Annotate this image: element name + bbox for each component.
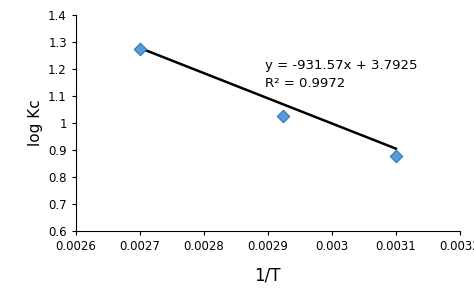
Y-axis label: log Kc: log Kc [27,99,43,146]
Point [392,153,400,158]
Point [279,114,287,118]
X-axis label: 1/T: 1/T [255,267,281,285]
Point [136,46,144,51]
Text: y = -931.57x + 3.7925
R² = 0.9972: y = -931.57x + 3.7925 R² = 0.9972 [264,59,417,90]
